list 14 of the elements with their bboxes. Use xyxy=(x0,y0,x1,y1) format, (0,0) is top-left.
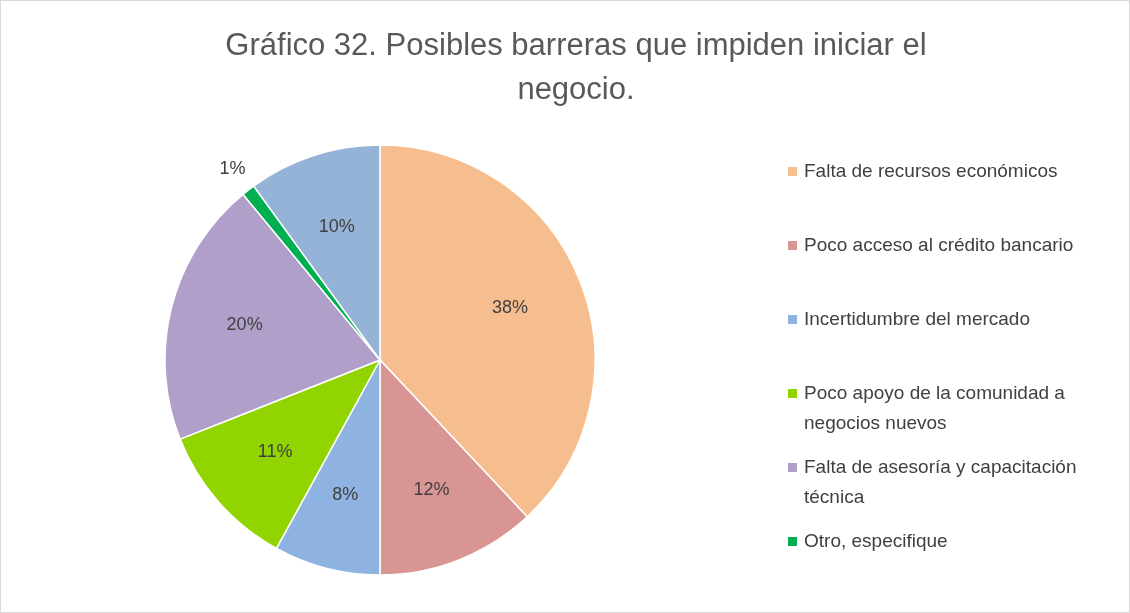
data-label: 38% xyxy=(491,297,528,318)
legend-label: Falta de recursos económicos xyxy=(804,160,1058,182)
data-label: 8% xyxy=(332,484,359,505)
data-label: 12% xyxy=(413,478,450,499)
data-label: 10% xyxy=(318,215,355,236)
chart-title: Gráfico 32. Posibles barreras que impiden iniciar el negocio. xyxy=(225,27,927,106)
legend-label: Falta de asesoría y capacitación técnica xyxy=(804,456,1077,508)
legend-label: Otro, especifique xyxy=(804,530,948,552)
legend-label: Poco apoyo de la comunidad a negocios nuevos xyxy=(804,382,1066,434)
legend-label: Poco acceso al crédito bancario xyxy=(804,234,1074,256)
data-label: 11% xyxy=(257,441,293,462)
data-label: 20% xyxy=(226,314,263,334)
legend-label: Incertidumbre del mercado xyxy=(804,308,1030,330)
data-label: 1% xyxy=(219,158,246,179)
